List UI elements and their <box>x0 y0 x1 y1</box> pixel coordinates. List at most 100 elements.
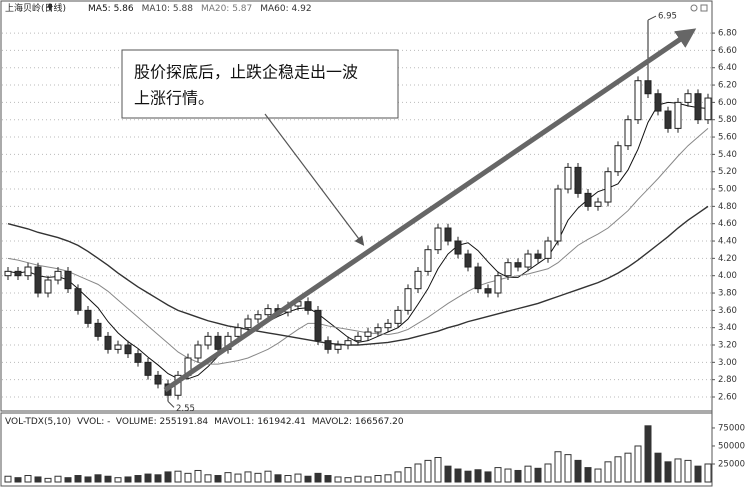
volume-bar <box>254 472 262 483</box>
volume-tick-label: 75000 <box>718 423 745 433</box>
candle-body <box>674 101 682 129</box>
volume-bar <box>354 475 362 483</box>
volume-bar <box>74 475 82 483</box>
candle-body <box>454 240 462 255</box>
candle-body <box>234 327 242 337</box>
volume-bar <box>664 461 672 483</box>
volume-bar <box>224 472 232 483</box>
candle-body <box>154 374 162 385</box>
candle-body <box>244 318 252 329</box>
ma-label: MA10: 5.88 <box>142 4 194 14</box>
volume-bar <box>44 477 52 483</box>
candle-body <box>584 192 592 207</box>
candle-body <box>564 166 572 190</box>
high-label: 6.95 <box>658 12 677 22</box>
volume-bar <box>634 445 642 483</box>
volume-bar <box>54 475 62 483</box>
y-tick-label: 6.20 <box>718 81 737 91</box>
candle-body <box>544 240 552 259</box>
candle-body <box>664 110 672 129</box>
y-tick-label: 3.80 <box>718 289 737 299</box>
y-tick-label: 4.00 <box>718 271 737 281</box>
volume-label: VOL-TDX(5,10) <box>5 417 71 427</box>
volume-bar <box>194 469 202 483</box>
candle-body <box>514 262 522 268</box>
volume-tick-label: 50000 <box>718 441 745 451</box>
icon <box>700 4 708 12</box>
trend-arrow <box>163 28 697 393</box>
candle-body <box>574 166 582 194</box>
candle-body <box>144 361 152 376</box>
volume-bar <box>434 457 442 483</box>
volume-label: MAVOL2: 166567.20 <box>312 417 404 427</box>
volume-bar <box>24 475 32 483</box>
candle-body <box>654 93 662 112</box>
y-tick-label: 5.60 <box>718 133 737 143</box>
y-tick-label: 4.60 <box>718 219 737 229</box>
volume-bar <box>364 476 372 483</box>
volume-bar <box>414 463 422 483</box>
volume-bar <box>144 473 152 483</box>
candle-body <box>264 308 272 316</box>
candle-body <box>14 270 22 277</box>
volume-bar <box>544 463 552 483</box>
volume-bar <box>344 477 352 483</box>
volume-bar <box>214 475 222 483</box>
volume-bar <box>444 465 452 483</box>
volume-bar <box>154 474 162 483</box>
candle-body <box>694 93 702 121</box>
volume-bar <box>164 471 172 483</box>
volume-bar <box>654 452 662 483</box>
callout-box <box>121 49 399 119</box>
candle-body <box>354 335 362 342</box>
volume-bar <box>574 459 582 483</box>
volume-bar <box>684 459 692 483</box>
candle-body <box>374 327 382 333</box>
candle-body <box>334 344 342 350</box>
volume-bar <box>374 475 382 483</box>
volume-bar <box>694 465 702 483</box>
candle-body <box>404 288 412 311</box>
candle-body <box>364 331 372 337</box>
volume-bar <box>174 470 182 483</box>
candle-body <box>54 270 62 281</box>
y-tick-label: 5.80 <box>718 115 737 125</box>
candle-body <box>554 188 562 242</box>
volume-bar <box>454 468 462 483</box>
candle-body <box>444 227 452 242</box>
candle-body <box>614 145 622 173</box>
ma-line <box>7 128 709 365</box>
candle-body <box>494 275 502 294</box>
candle-body <box>204 335 212 346</box>
candle-body <box>474 266 482 290</box>
volume-bar <box>244 471 252 483</box>
volume-label: MAVOL1: 161942.41 <box>214 417 306 427</box>
candle-body <box>214 335 222 350</box>
ma-label: MA60: 4.92 <box>260 4 311 14</box>
candle-body <box>384 322 392 329</box>
y-tick-label: 6.80 <box>718 29 737 39</box>
candle-body <box>634 80 642 121</box>
volume-bar <box>384 474 392 483</box>
volume-bar <box>234 473 242 483</box>
volume-bar <box>554 451 562 483</box>
y-tick-label: 2.80 <box>718 375 737 385</box>
y-tick-label: 5.20 <box>718 167 737 177</box>
volume-bar <box>614 456 622 483</box>
candle-body <box>324 340 332 350</box>
volume-bar <box>674 458 682 483</box>
volume-bar <box>184 472 192 483</box>
candle-body <box>134 353 142 363</box>
y-tick-label: 2.60 <box>718 393 737 403</box>
candle-body <box>104 335 112 350</box>
candle-body <box>84 309 92 324</box>
volume-bar <box>394 471 402 483</box>
volume-bar <box>564 454 572 483</box>
volume-bar <box>304 475 312 483</box>
y-tick-label: 4.40 <box>718 237 737 247</box>
y-tick-label: 6.40 <box>718 63 737 73</box>
candle-body <box>394 309 402 324</box>
y-tick-label: 4.80 <box>718 202 737 212</box>
volume-bar <box>524 465 532 483</box>
